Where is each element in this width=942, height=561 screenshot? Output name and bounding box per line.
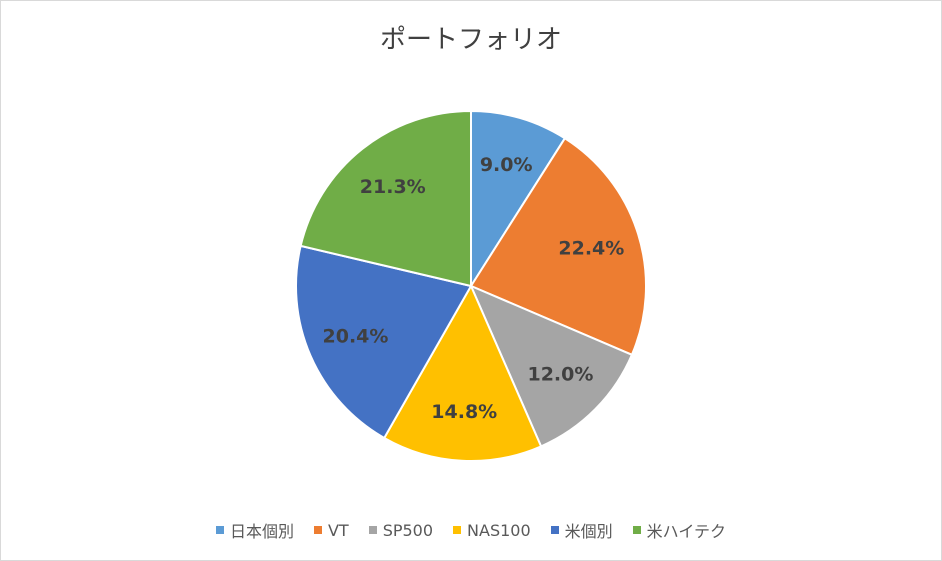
- legend-swatch-4: [453, 526, 462, 534]
- legend: 日本個別 VT SP500 NAS100 米個別 米ハイテク: [1, 518, 941, 542]
- pie-slice-4: [382, 283, 543, 462]
- data-label-3: 12.0%: [527, 364, 593, 386]
- legend-swatch-6: [632, 526, 641, 534]
- legend-swatch-5: [550, 526, 559, 534]
- data-label-2: 22.4%: [558, 238, 624, 260]
- pie-chart: 9.0% 22.4% 12.0% 14.8% 20.4% 21.3%: [295, 109, 647, 462]
- legend-label-5: 米個別: [564, 522, 613, 541]
- legend-label-6: 米ハイテク: [646, 522, 727, 541]
- legend-label-3: SP500: [382, 520, 434, 540]
- data-label-4: 14.8%: [431, 401, 497, 423]
- legend-item-3: SP500: [368, 520, 434, 540]
- legend-label-2: VT: [327, 520, 349, 540]
- legend-swatch-1: [215, 526, 224, 534]
- legend-label-4: NAS100: [467, 520, 531, 540]
- legend-item-4: NAS100: [453, 521, 531, 540]
- pie-slice-5: [295, 244, 473, 440]
- chart-title: ポートフォリオ: [379, 25, 562, 55]
- legend-label-1: 日本個別: [229, 522, 294, 541]
- legend-item-1: 日本個別: [215, 518, 294, 542]
- legend-swatch-3: [368, 526, 377, 534]
- pie-slice-2: [469, 136, 647, 357]
- data-label-5: 20.4%: [323, 325, 389, 347]
- legend-item-5: 米個別: [550, 518, 613, 542]
- legend-swatch-2: [313, 526, 322, 534]
- pie-slice-6: [299, 109, 472, 288]
- legend-item-2: VT: [313, 520, 349, 540]
- data-label-6: 21.3%: [360, 176, 426, 198]
- pie-slice-3: [469, 284, 634, 448]
- pie-slice-1: [470, 109, 567, 290]
- legend-item-6: 米ハイテク: [632, 518, 727, 542]
- data-label-1: 9.0%: [480, 154, 533, 176]
